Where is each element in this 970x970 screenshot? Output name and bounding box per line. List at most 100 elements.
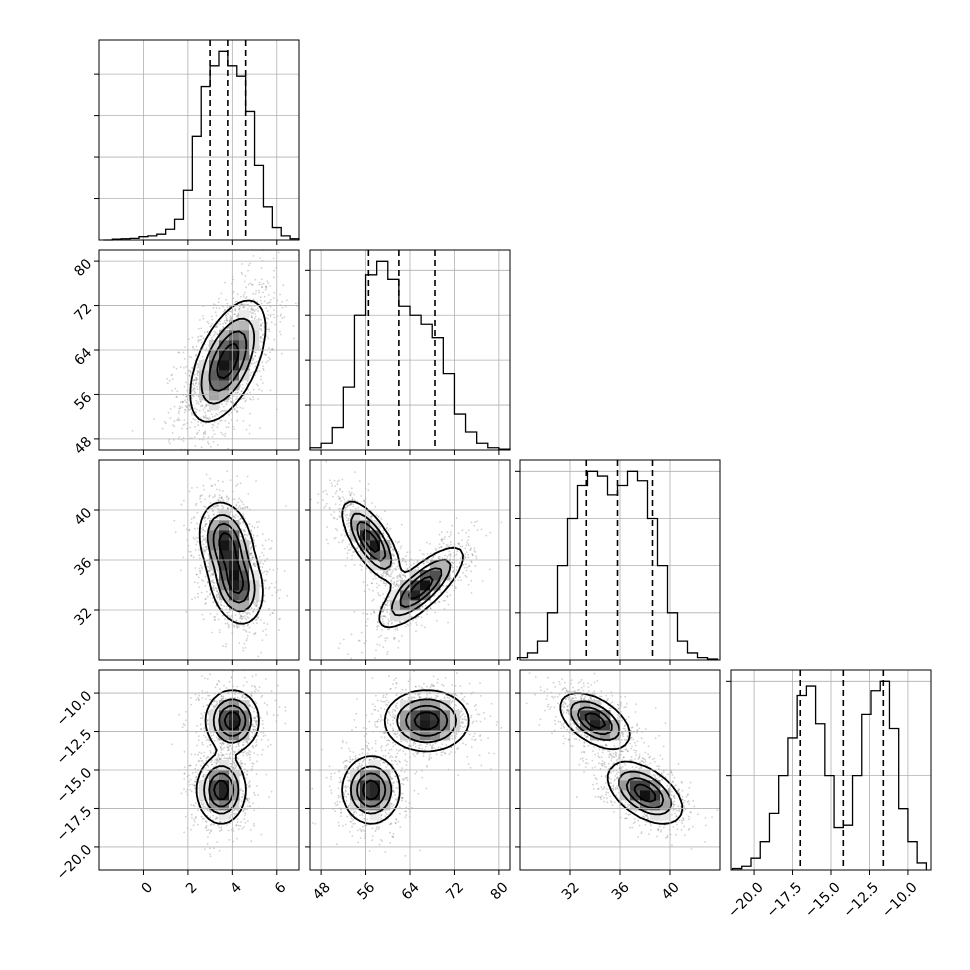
scatter-point — [250, 307, 253, 310]
scatter-point — [334, 503, 337, 505]
scatter-point — [218, 411, 221, 414]
scatter-point — [242, 306, 244, 309]
scatter-point — [446, 595, 449, 598]
scatter-point — [402, 557, 405, 560]
scatter-point — [269, 285, 272, 287]
scatter-point — [238, 308, 241, 310]
scatter-point — [197, 420, 200, 423]
scatter-point — [192, 346, 195, 349]
scatter-point — [245, 618, 248, 621]
density-cell — [249, 320, 260, 331]
scatter-point — [235, 619, 238, 622]
scatter-point — [469, 548, 471, 551]
scatter-point — [350, 503, 353, 506]
scatter-point — [202, 529, 205, 531]
scatter-point — [257, 384, 259, 387]
density-cell — [229, 580, 240, 591]
scatter-point — [226, 319, 228, 322]
scatter-point — [226, 328, 229, 330]
scatter-point — [260, 302, 263, 305]
scatter-point — [371, 514, 373, 517]
scatter-point — [212, 306, 215, 309]
scatter-point — [248, 631, 251, 634]
scatter-point — [193, 390, 196, 392]
scatter-point — [259, 560, 262, 563]
scatter-point — [196, 372, 199, 375]
scatter-point — [225, 400, 228, 403]
scatter-point — [230, 400, 232, 403]
scatter-point — [238, 613, 241, 615]
scatter-point — [339, 642, 341, 645]
scatter-point — [190, 356, 193, 359]
scatter-point — [199, 570, 202, 573]
scatter-point — [246, 616, 249, 618]
scatter-point — [245, 382, 248, 385]
scatter-point — [381, 537, 383, 540]
scatter-point — [422, 558, 425, 560]
scatter-point — [251, 284, 254, 286]
scatter-point — [210, 413, 213, 416]
scatter-point — [262, 382, 264, 384]
scatter-point — [181, 406, 184, 409]
scatter-point — [375, 577, 377, 580]
scatter-point — [227, 600, 230, 603]
scatter-point — [194, 387, 196, 390]
scatter-point — [458, 542, 460, 545]
scatter-point — [191, 367, 194, 370]
scatter-point — [441, 538, 444, 540]
scatter-point — [202, 424, 204, 427]
scatter-point — [216, 504, 219, 507]
scatter-point — [440, 538, 443, 541]
scatter-point — [201, 356, 204, 358]
scatter-point — [346, 523, 348, 526]
density-cell — [229, 330, 240, 341]
scatter-point — [201, 535, 204, 538]
scatter-point — [467, 543, 470, 545]
scatter-point — [254, 315, 257, 318]
density-cell — [239, 600, 250, 611]
scatter-point — [227, 447, 229, 450]
scatter-point — [268, 607, 270, 610]
scatter-point — [173, 420, 176, 423]
scatter-point — [432, 556, 434, 558]
scatter-point — [387, 573, 389, 576]
scatter-point — [205, 347, 208, 350]
scatter-point — [441, 557, 444, 560]
histogram-panel-2 — [515, 459, 721, 665]
scatter-point — [346, 500, 349, 502]
scatter-point — [241, 383, 244, 386]
scatter-point — [254, 632, 257, 634]
scatter-point — [208, 451, 210, 453]
scatter-point — [219, 419, 222, 422]
scatter-point — [211, 507, 213, 510]
density-cell — [219, 360, 230, 371]
scatter-point — [419, 549, 421, 552]
scatter-point — [187, 338, 190, 341]
scatter-point — [376, 628, 378, 631]
scatter-point — [180, 569, 182, 572]
scatter-point — [347, 549, 350, 552]
scatter-point — [371, 582, 373, 585]
scatter-point — [330, 482, 333, 484]
scatter-point — [464, 556, 467, 559]
scatter-point — [246, 475, 249, 478]
scatter-point — [205, 546, 208, 549]
scatter-point — [185, 401, 188, 404]
scatter-point — [293, 337, 295, 340]
scatter-point — [326, 493, 328, 496]
scatter-point — [202, 337, 205, 340]
scatter-point — [422, 562, 425, 564]
scatter-point — [199, 494, 202, 497]
scatter-point — [242, 520, 244, 523]
scatter-point — [435, 619, 438, 622]
scatter-point — [294, 302, 297, 305]
scatter-point — [209, 593, 212, 596]
scatter-point — [416, 560, 419, 562]
scatter-point — [336, 518, 339, 521]
scatter-point — [257, 616, 260, 619]
scatter-point — [450, 531, 452, 534]
scatter-point — [269, 358, 271, 361]
scatter-point — [435, 549, 438, 551]
scatter-point — [393, 636, 395, 639]
scatter-point — [334, 485, 337, 487]
